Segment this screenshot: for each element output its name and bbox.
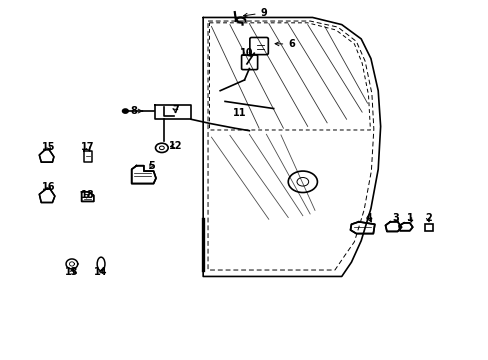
Polygon shape — [398, 223, 412, 231]
Polygon shape — [81, 192, 94, 202]
Text: 11: 11 — [232, 108, 246, 118]
Text: 3: 3 — [392, 213, 399, 223]
Polygon shape — [350, 222, 374, 234]
Text: 10: 10 — [240, 48, 253, 58]
Text: 1: 1 — [406, 213, 412, 223]
Text: 16: 16 — [42, 182, 56, 192]
Text: 5: 5 — [147, 161, 154, 171]
Polygon shape — [39, 189, 55, 203]
Text: 7: 7 — [172, 105, 179, 115]
Polygon shape — [385, 222, 401, 231]
Text: 9: 9 — [243, 8, 267, 18]
Circle shape — [122, 109, 128, 113]
Text: 13: 13 — [65, 267, 79, 277]
Text: 2: 2 — [424, 213, 431, 223]
Text: 12: 12 — [168, 141, 182, 151]
Text: 8: 8 — [130, 106, 142, 116]
Text: 14: 14 — [94, 267, 107, 277]
Polygon shape — [131, 166, 156, 184]
Text: 4: 4 — [366, 213, 372, 223]
Bar — [425, 224, 432, 231]
Text: 18: 18 — [81, 190, 95, 201]
Text: 6: 6 — [275, 39, 294, 49]
Text: 15: 15 — [42, 143, 56, 153]
Polygon shape — [39, 150, 54, 162]
Text: 17: 17 — [81, 143, 95, 153]
